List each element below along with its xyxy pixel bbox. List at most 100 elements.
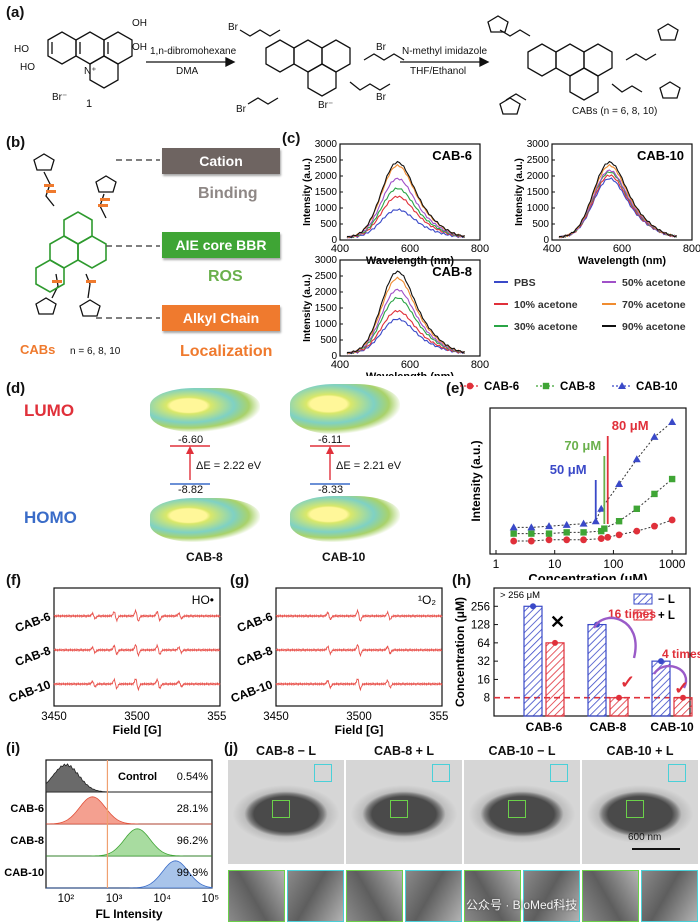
flow-histogram-3	[46, 860, 213, 889]
cac-point	[668, 418, 677, 425]
mic-bar-point	[658, 658, 664, 665]
cac-frame	[489, 407, 687, 555]
tem-image-0	[228, 760, 344, 864]
cabs-design-structure	[33, 153, 160, 319]
spectra-ytick-label: 1500	[527, 187, 550, 198]
spectra-ytick-label: 1000	[315, 203, 338, 214]
synthesis-scheme	[47, 15, 681, 115]
spectra-ytick-label: 3000	[315, 139, 338, 150]
epr-row-label: CAB-6	[235, 609, 275, 635]
tem-zoom-box-green	[272, 800, 290, 818]
cac-ylabel: Intensity (a.u.)	[469, 440, 483, 521]
tem-image-3	[582, 760, 698, 864]
spectra-ytick-label: 2500	[315, 271, 338, 282]
legend-label-2: 30% acetone	[514, 321, 578, 333]
cab8-homo-energy: -8.82	[178, 484, 204, 496]
mic-legend-swatch-0	[633, 593, 653, 605]
cac-point	[563, 536, 571, 544]
epr-species: HO•	[192, 593, 214, 607]
ros-label: ROS	[208, 268, 243, 285]
cac-point	[651, 490, 658, 498]
tem-inset-0-0	[228, 870, 285, 922]
scheme-oh-bottom: OH	[132, 42, 147, 53]
tem-zoom-box-cyan	[550, 764, 568, 782]
cac-fit-2	[513, 421, 673, 528]
tem-inset-0-1	[287, 870, 344, 922]
spectra-xtick-label: 600	[613, 243, 631, 255]
spectra-ytick-label: 500	[320, 335, 337, 346]
cac-point	[651, 522, 658, 530]
cac-point	[527, 523, 536, 531]
spectra-xtick-label: 400	[543, 243, 561, 255]
mic-arrow-16	[592, 616, 637, 659]
epr-trace-0	[275, 608, 443, 622]
mic-bar-chart: 8 16 32 64 128 256 Concentration (μM) CAB-6 CAB-…	[453, 587, 700, 734]
flow-row-value: 28.1%	[177, 803, 208, 815]
epr-row-label: CAB-6	[13, 609, 53, 635]
mic-category-label: CAB-6	[526, 720, 563, 734]
cac-xtick-label: 10	[548, 557, 562, 571]
panel-c-label: (c)	[282, 130, 301, 147]
legend-label-1: 10% acetone	[514, 299, 578, 311]
spectra-ytick-label: 2500	[527, 155, 550, 166]
mic-ytick-label: 8	[484, 693, 490, 705]
spectra-ytick-label: 500	[532, 219, 549, 230]
panel-e-label: (e)	[446, 380, 465, 397]
flow-row-label: CAB-10	[4, 867, 44, 879]
tem-inset-2-0	[464, 870, 521, 922]
cac-legend-marker-1	[542, 382, 550, 390]
mic-bar-CAB-8-0	[587, 623, 607, 717]
scheme-n-plus: N⁺	[84, 66, 97, 77]
epr-xtick-label: 3550	[207, 711, 226, 723]
cac-point	[604, 533, 612, 541]
mic-category-label: CAB-8	[590, 720, 627, 734]
mic-ytick-label: 16	[477, 674, 490, 686]
scheme-br-b: Br	[236, 104, 246, 115]
cac-point	[580, 536, 587, 544]
cac-point	[562, 520, 571, 528]
spectra-ytick-label: 1000	[527, 203, 550, 214]
panel-b-label: (b)	[6, 134, 26, 151]
flow-xtick-label: 10⁵	[202, 893, 220, 905]
step1-reagent: 1,n-dibromohexane	[150, 46, 237, 57]
spectra-ytick-label: 0	[331, 351, 337, 362]
spectra-ytick-label: 500	[320, 219, 337, 230]
spectra-title: CAB-10	[637, 148, 684, 163]
cac-legend-marker-2	[618, 382, 626, 389]
mic-ytick-label: 256	[471, 601, 490, 613]
epr-xtick-label: 3500	[124, 711, 150, 723]
flow-row-value: 96.2%	[177, 835, 208, 847]
mic-4-times-label: 4 times	[662, 647, 700, 661]
mic-legend-label-0: − L	[658, 594, 675, 606]
spectra-ytick-label: 0	[331, 235, 337, 246]
tem-zoom-box-green	[508, 800, 526, 818]
spectra-ytick-label: 0	[543, 235, 549, 246]
spectra-series-3	[346, 288, 465, 355]
cabs-product-structure	[487, 15, 681, 115]
tem-inset-3-1	[641, 870, 698, 922]
tem-inset-1-0	[346, 870, 403, 922]
epr-ho-chart: HO• 3450 3500 3550 Field [G] CAB-6 CAB-8 CAB-10	[7, 587, 226, 737]
tem-image-1	[346, 760, 462, 864]
n-values-label: n = 6, 8, 10	[70, 346, 121, 357]
flow-xtick-label: 10³	[106, 893, 123, 905]
spectra-xlabel: Wavelength (nm)	[366, 371, 455, 376]
spectra-xtick-label: 800	[683, 243, 700, 255]
cab10-orbital-title: CAB-10	[322, 550, 366, 564]
flow-xlabel: FL Intensity	[95, 907, 162, 921]
cac-point	[615, 531, 623, 539]
panel-h-label: (h)	[452, 572, 472, 589]
mic-cross-mark: ✕	[550, 612, 565, 632]
cac-point	[615, 480, 624, 487]
mic-ylabel: Concentration (μM)	[453, 597, 467, 707]
cac-chart: 1 10 100 1000 Concentration (μM) Intensity (a…	[460, 381, 687, 580]
epr-xtick-label: 3550	[429, 711, 448, 723]
legend-label-4: 70% acetone	[622, 299, 686, 311]
scheme-br-c: Br	[376, 42, 386, 53]
cac-xtick-label: 100	[603, 557, 623, 571]
spectra-ytick-label: 2000	[315, 287, 338, 298]
panel-i-label: (i)	[6, 740, 21, 757]
tem-header-0: CAB-8 − L	[255, 744, 317, 758]
spectra-series-5	[558, 160, 677, 238]
cac-threshold-label-2: 80 μM	[612, 418, 649, 433]
